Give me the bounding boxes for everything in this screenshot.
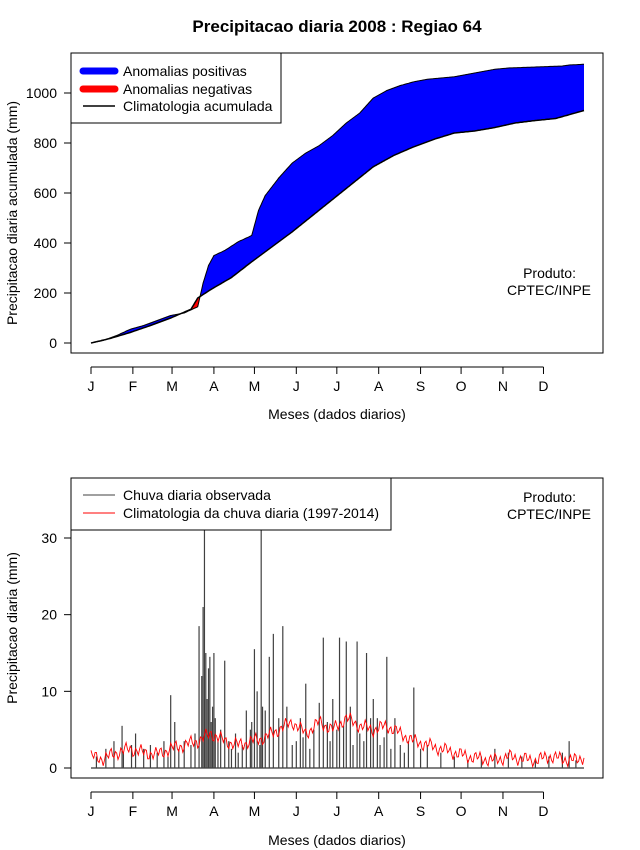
- positive-anomaly-area: [200, 64, 584, 297]
- legend-label-climatology-daily: Climatologia da chuva diaria (1997-2014): [123, 505, 379, 521]
- top-x-tick-label: S: [416, 378, 425, 394]
- top-x-tick-label: M: [249, 378, 261, 394]
- bottom-x-tick-label: N: [498, 803, 508, 819]
- bottom-x-tick-label: D: [538, 803, 548, 819]
- top-plot-frame: [70, 52, 604, 354]
- bottom-y-tick-label: 20: [41, 607, 57, 623]
- bottom-x-tick-label: J: [293, 803, 300, 819]
- bottom-legend: Chuva diaria observada Climatologia da c…: [70, 477, 392, 531]
- legend-label-negative: Anomalias negativas: [123, 81, 252, 97]
- top-y-axis: 0 200 400 600 800 1000: [26, 85, 71, 351]
- top-x-tick-label: J: [333, 378, 340, 394]
- bottom-y-tick-label: 10: [41, 683, 57, 699]
- top-x-axis-label: Meses (dados diarios): [268, 406, 406, 422]
- bottom-annotation-source: CPTEC/INPE: [507, 506, 591, 522]
- observed-bars: [95, 530, 577, 768]
- cumulative-precip-chart: 0 200 400 600 800 1000 J F M A M J J A S O N D Meses (da…: [4, 52, 604, 422]
- bottom-y-tick-label: 0: [49, 760, 57, 776]
- bottom-x-tick-label: A: [374, 803, 384, 819]
- climatology-daily-line: [90, 712, 585, 769]
- bottom-y-axis: 0 10 20 30: [41, 530, 71, 776]
- top-x-tick-label: O: [456, 378, 467, 394]
- top-x-tick-label: M: [166, 378, 178, 394]
- top-annotation-source: CPTEC/INPE: [507, 282, 591, 298]
- top-x-tick-label: A: [209, 378, 219, 394]
- legend-label-climatology: Climatologia acumulada: [123, 98, 273, 114]
- bottom-legend-box: [70, 477, 392, 531]
- top-y-tick-label: 1000: [26, 85, 57, 101]
- top-y-tick-label: 0: [49, 335, 57, 351]
- bottom-annotation-product: Produto:: [523, 489, 576, 505]
- page-title: Precipitacao diaria 2008 : Regiao 64: [192, 17, 482, 36]
- top-y-axis-label: Precipitacao diaria acumulada (mm): [4, 101, 20, 325]
- top-y-tick-label: 800: [34, 135, 58, 151]
- top-x-tick-label: J: [293, 378, 300, 394]
- bottom-x-tick-label: J: [333, 803, 340, 819]
- observed-cumulative-line: [90, 63, 584, 344]
- bottom-y-tick-label: 30: [41, 530, 57, 546]
- legend-label-observed: Chuva diaria observada: [123, 487, 271, 503]
- climatology-daily-path: [90, 712, 585, 769]
- cumulative-lines: [90, 63, 585, 344]
- bottom-y-axis-label: Precipitacao diaria (mm): [4, 552, 20, 704]
- bottom-x-tick-label: M: [166, 803, 178, 819]
- top-y-tick-label: 200: [34, 285, 58, 301]
- bottom-x-tick-label: F: [129, 803, 138, 819]
- top-x-tick-label: N: [498, 378, 508, 394]
- top-y-tick-label: 600: [34, 185, 58, 201]
- top-y-tick-label: 400: [34, 235, 58, 251]
- bottom-x-tick-label: S: [416, 803, 425, 819]
- bottom-x-axis-label: Meses (dados diarios): [268, 832, 406, 848]
- daily-precip-chart: 0 10 20 30 J F M A M J J A S O N D Meses (dados diario…: [4, 477, 604, 848]
- bottom-x-tick-label: A: [209, 803, 219, 819]
- top-annotation-product: Produto:: [523, 265, 576, 281]
- positive-anomaly-area: [107, 313, 182, 340]
- top-x-tick-label: J: [88, 378, 95, 394]
- top-legend: Anomalias positivas Anomalias negativas …: [70, 52, 282, 124]
- top-x-tick-label: F: [129, 378, 138, 394]
- legend-label-positive: Anomalias positivas: [123, 63, 247, 79]
- bottom-x-tick-label: O: [456, 803, 467, 819]
- bottom-x-tick-label: M: [249, 803, 261, 819]
- bottom-x-tick-label: J: [88, 803, 95, 819]
- top-x-tick-label: D: [538, 378, 548, 394]
- climatology-cumulative-line: [90, 109, 585, 344]
- top-x-tick-label: A: [374, 378, 384, 394]
